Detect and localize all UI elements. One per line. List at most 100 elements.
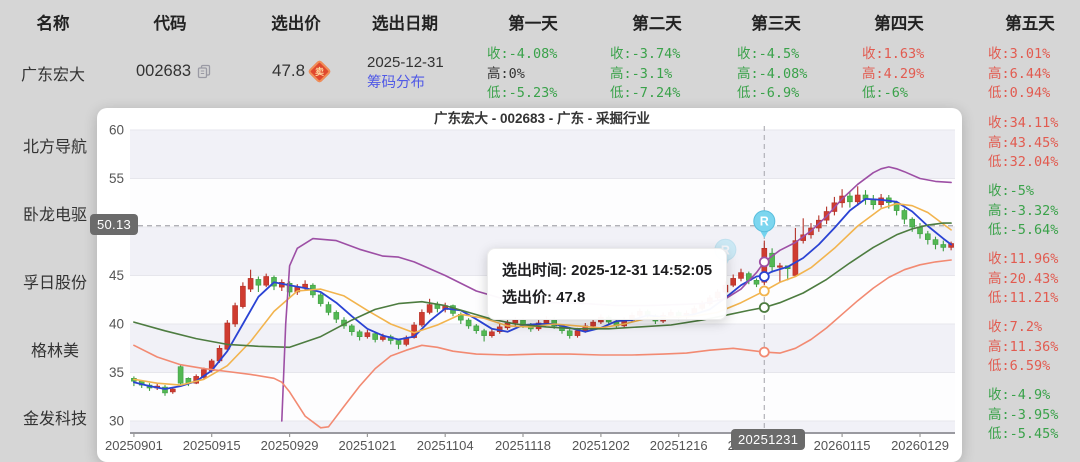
day-stat-line: 低:-5.23% <box>487 85 558 101</box>
day-stat-line: 低:32.04% <box>988 154 1059 170</box>
row5-day5-stats: 收:7.2% 高:11.36% 低:6.59% <box>988 318 1058 377</box>
candle-body <box>792 240 799 276</box>
stock-name-row2[interactable]: 北方导航 <box>22 139 88 156</box>
column-header-9: 第五天 <box>1005 15 1055 33</box>
x-axis-label: 20251118 <box>495 438 551 453</box>
ma-line-MA20 <box>133 222 952 349</box>
candle-body <box>372 333 379 340</box>
candle-body <box>247 278 254 290</box>
column-header-5: 第一天 <box>508 15 558 33</box>
column-header-4: 选出日期 <box>372 15 438 33</box>
kline-chart-panel[interactable]: 60555045403530广东宏大 - 002683 - 广东 - 采掘行业 … <box>97 108 962 462</box>
candle-body <box>932 239 939 245</box>
main-row-day3-stats: 收:-4.5% 高:-4.08% 低:-6.9% <box>737 45 807 104</box>
day-stat-line: 低:0.94% <box>988 85 1051 101</box>
split-band <box>130 130 955 179</box>
candle-body <box>263 276 269 286</box>
day-stat-line: 低:-5.45% <box>988 426 1059 442</box>
candle-body <box>909 218 916 228</box>
chart-tooltip: 选出时间: 2025-12-31 14:52:05 选出价: 47.8 <box>487 248 728 320</box>
candle-body <box>170 388 176 393</box>
candle-body <box>924 233 931 240</box>
day-stat-line: 高:-3.32% <box>988 202 1059 219</box>
x-axis-label: 20251216 <box>650 438 708 453</box>
candle-body <box>177 366 184 384</box>
chip-distribution-link[interactable]: 筹码分布 <box>367 75 425 91</box>
price-axis-badge: 50.13 <box>90 214 139 235</box>
selected-price-cell: 47.8 卖 <box>272 58 332 84</box>
candle-body <box>769 252 775 268</box>
signal-marker-R[interactable]: R <box>753 210 776 239</box>
day-stat-line: 高:4.29% <box>862 65 925 82</box>
day-stat-line: 低:11.21% <box>988 290 1059 306</box>
ma-line-BOLL-LOWER <box>133 259 952 429</box>
column-header-7: 第三天 <box>751 15 801 33</box>
stock-name-main[interactable]: 广东宏大 <box>20 67 86 84</box>
stock-code: 002683 <box>136 62 192 80</box>
candle-body <box>232 305 238 325</box>
candle-body <box>465 319 472 327</box>
day-stat-line: 高:20.43% <box>988 270 1059 287</box>
split-band <box>130 324 955 373</box>
main-row-day4-stats: 收:1.63% 高:4.29% 低:-6% <box>862 45 924 104</box>
candle-body <box>512 319 519 324</box>
column-header-1: 名称 <box>36 15 70 33</box>
selected-date: 2025-12-31 <box>367 54 444 71</box>
day-stat-line: 高:-3.1% <box>610 65 673 82</box>
candle-body <box>753 280 760 285</box>
chart-title: 广东宏大 - 002683 - 广东 - 采掘行业 <box>434 110 650 126</box>
candle-body <box>356 331 363 338</box>
tooltip-select-time: 选出时间: 2025-12-31 14:52:05 <box>502 262 713 279</box>
date-axis-badge: 20251231 <box>731 429 806 450</box>
y-axis-label: 30 <box>109 414 124 429</box>
selection-dot <box>758 256 770 268</box>
row6-day5-stats: 收:-4.9% 高:-3.95% 低:-5.45% <box>988 386 1058 445</box>
column-header-3: 选出价 <box>271 15 321 33</box>
selected-date-cell: 2025-12-31 筹码分布 <box>367 53 444 93</box>
ma-line-MA10 <box>133 202 952 386</box>
candle-body <box>878 197 884 206</box>
candle-body <box>325 304 332 313</box>
candle-body <box>426 304 433 313</box>
day-stat-line: 收:34.11% <box>988 115 1059 131</box>
stock-code-cell: 002683 <box>136 62 211 81</box>
candle-body <box>473 325 480 331</box>
x-axis-label: 20250929 <box>261 438 319 453</box>
y-axis-label: 45 <box>109 268 124 283</box>
day-stat-line: 高:0% <box>487 65 525 82</box>
copy-icon[interactable] <box>197 64 211 79</box>
day-stat-line: 收:-4.5% <box>737 46 800 62</box>
candle-body <box>847 195 853 203</box>
day-stat-line: 收:-4.9% <box>988 387 1051 403</box>
x-axis-label: 20250915 <box>183 438 241 453</box>
candle-body <box>286 283 293 293</box>
x-axis-label: 20260129 <box>891 438 949 453</box>
candle-body <box>854 194 861 203</box>
stock-name-row3[interactable]: 卧龙电驱 <box>22 207 88 224</box>
candle-body <box>255 279 262 286</box>
day-stat-line: 收:11.96% <box>988 251 1059 267</box>
candle-body <box>489 331 495 337</box>
day-stat-line: 收:-3.74% <box>610 46 681 62</box>
day-stat-line: 低:-6% <box>862 85 909 101</box>
sell-seal-icon: 卖 <box>307 58 332 84</box>
candle-body <box>590 321 596 327</box>
candle-body <box>481 330 487 336</box>
candle-body <box>940 244 947 248</box>
split-band <box>130 421 955 433</box>
selection-dot <box>758 346 770 358</box>
tooltip-select-price: 选出价: 47.8 <box>502 289 586 306</box>
stock-name-row4[interactable]: 孚日股份 <box>22 275 88 292</box>
row3-day5-stats: 收:-5% 高:-3.32% 低:-5.64% <box>988 182 1058 241</box>
y-axis-label: 35 <box>109 365 124 380</box>
x-axis-label: 20250901 <box>105 438 163 453</box>
candle-body <box>738 272 744 279</box>
candle-body <box>395 340 402 345</box>
row4-day5-stats: 收:11.96% 高:20.43% 低:11.21% <box>988 250 1058 309</box>
candle-body <box>574 330 581 336</box>
stock-name-row5[interactable]: 格林美 <box>30 343 80 360</box>
candle-body <box>224 322 231 350</box>
candle-body <box>317 294 324 304</box>
stock-name-row6[interactable]: 金发科技 <box>22 411 88 428</box>
